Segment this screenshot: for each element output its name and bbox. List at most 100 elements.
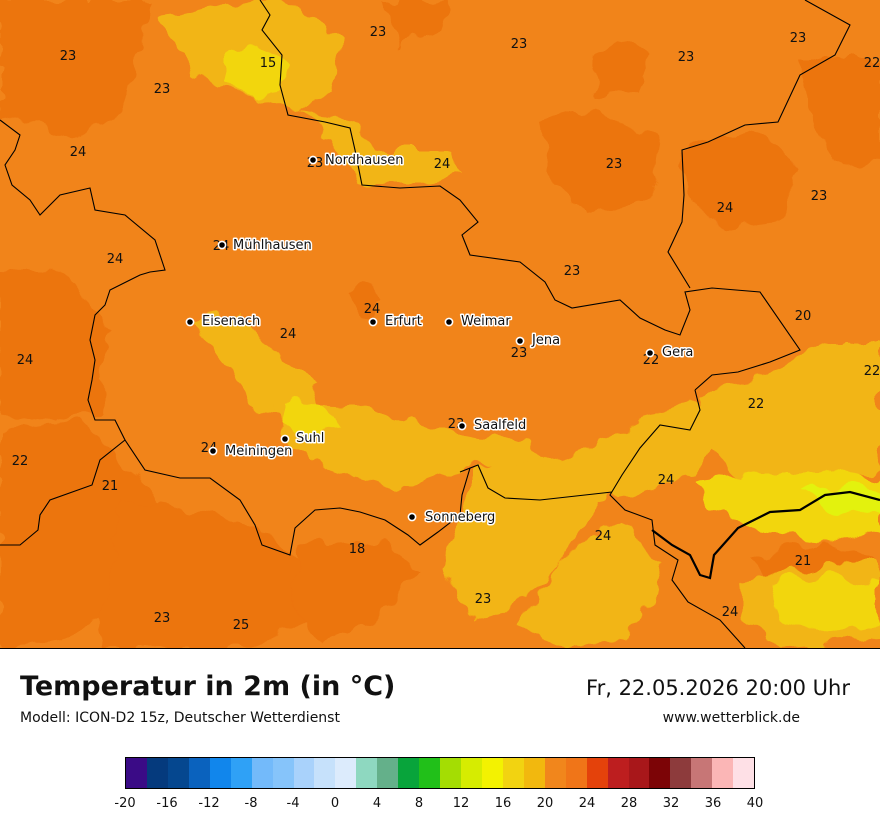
city-dot [645, 348, 655, 358]
temperature-zones [0, 0, 880, 648]
legend-swatch [419, 758, 441, 788]
temperature-zone-cooler [225, 45, 290, 95]
grid-value-label: 24 [658, 473, 675, 488]
city-marker-saalfeld: 23 Saalfeld [448, 417, 528, 435]
legend-tick-label: 40 [746, 796, 764, 811]
city-name-label: Suhl [296, 431, 324, 446]
model-subtitle: Modell: ICON-D2 15z, Deutscher Wetterdie… [20, 710, 340, 726]
grid-value-label: 22 [864, 56, 880, 71]
city-name-label: Mühlhausen [233, 238, 312, 253]
legend-swatch [335, 758, 357, 788]
legend-swatch [733, 758, 755, 788]
legend-swatch [209, 758, 231, 788]
grid-value-label: 24 [722, 605, 739, 620]
legend-tick-label: -4 [286, 796, 300, 811]
grid-value-label: 23 [564, 264, 581, 279]
grid-value-label: 22 [12, 454, 29, 469]
grid-value-label: 21 [102, 479, 119, 494]
legend-swatch [440, 758, 461, 788]
city-dot [407, 512, 417, 522]
legend-swatch [691, 758, 713, 788]
city-marker-meiningen: 24 Meiningen [201, 441, 294, 461]
grid-value-label: 24 [717, 201, 734, 216]
city-dot [457, 421, 467, 431]
temperature-zone-warm [290, 540, 420, 640]
legend-swatch [167, 758, 189, 788]
grid-value-label: 23 [60, 49, 77, 64]
legend-tick-label: 0 [330, 796, 340, 811]
city-name-label: Weimar [461, 314, 511, 329]
legend-swatch [649, 758, 671, 788]
legend-swatch [670, 758, 692, 788]
temperature-zone-warm [380, 0, 450, 45]
legend-tick-label: 12 [452, 796, 470, 811]
temperature-zone-cool [300, 110, 460, 185]
temperature-zone-warm [0, 270, 110, 420]
legend-tick-label: 8 [414, 796, 424, 811]
temperature-zone-cool [520, 520, 660, 648]
city-value-label: 22 [643, 353, 660, 368]
legend-swatch [628, 758, 650, 788]
city-name-label: Meiningen [225, 444, 292, 459]
legend-tick-label: 16 [494, 796, 512, 811]
border-north-east [667, 0, 851, 289]
city-marker-muehlhausen: 24Mühlhausen [213, 237, 314, 255]
city-name-label: Sonneberg [425, 510, 495, 525]
temperature-zone-warm [345, 285, 385, 318]
city-marker-suhl: Suhl [280, 430, 326, 448]
city-marker-weimar: Weimar [444, 313, 513, 331]
map-title: Temperatur in 2m (in °C) [20, 671, 396, 702]
border-south [124, 439, 471, 556]
temperature-zone-cool [700, 340, 880, 490]
city-name-label: Jena [531, 333, 560, 348]
legend-tick-label: 4 [372, 796, 382, 811]
website-link[interactable]: www.wetterblick.de [662, 710, 800, 726]
legend-tick-label: 28 [620, 796, 638, 811]
city-dot [185, 317, 195, 327]
grid-value-label: 18 [349, 542, 366, 557]
border-west [0, 119, 166, 546]
legend-swatch [126, 758, 147, 788]
grid-value-label: 23 [511, 37, 528, 52]
color-scale-legend [125, 757, 755, 789]
city-dot [217, 240, 227, 250]
city-marker-erfurt: 24 Erfurt [364, 302, 424, 331]
legend-swatch [502, 758, 524, 788]
grid-value-label: 23 [606, 157, 623, 172]
legend-swatch [146, 758, 168, 788]
city-name-label: Nordhausen [325, 153, 404, 168]
city-name-label: Eisenach [202, 314, 260, 329]
legend-tick-label: -20 [114, 796, 136, 811]
border-southeast [651, 490, 880, 580]
grid-value-label: 23 [370, 25, 387, 40]
temperature-zone-warm [800, 60, 880, 170]
grid-value-label: 23 [154, 611, 171, 626]
grid-value-label: 15 [260, 56, 277, 71]
city-markers: 23Nordhausen24MühlhausenEisenach24Erfurt… [185, 152, 695, 527]
legend-swatch [293, 758, 315, 788]
grid-value-label: 22 [864, 364, 880, 379]
temperature-zone-coolest [800, 485, 880, 515]
temperature-zone-cool [440, 400, 720, 620]
grid-value-label: 23 [790, 31, 807, 46]
legend-swatch [230, 758, 252, 788]
temperature-zone-cool [190, 310, 320, 420]
legend-swatch [461, 758, 482, 788]
city-name-label: Erfurt [385, 314, 422, 329]
temperature-zone-cooler [770, 575, 880, 635]
grid-value-label: 24 [434, 157, 451, 172]
legend-tick-labels: -20 -16 -12 -8 -4 0 4 8 12 16 20 24 28 32 36 40 [114, 796, 763, 814]
legend-tick-label: 36 [704, 796, 722, 811]
legend-swatch [712, 758, 734, 788]
temperature-zone-cooler [280, 400, 340, 440]
city-dot [308, 155, 318, 165]
legend-swatch [251, 758, 273, 788]
legend-swatch [356, 758, 378, 788]
region-borders [0, 0, 880, 648]
grid-value-label: 25 [233, 618, 250, 633]
city-dot [368, 317, 378, 327]
city-marker-sonneberg: Sonneberg [407, 509, 497, 527]
